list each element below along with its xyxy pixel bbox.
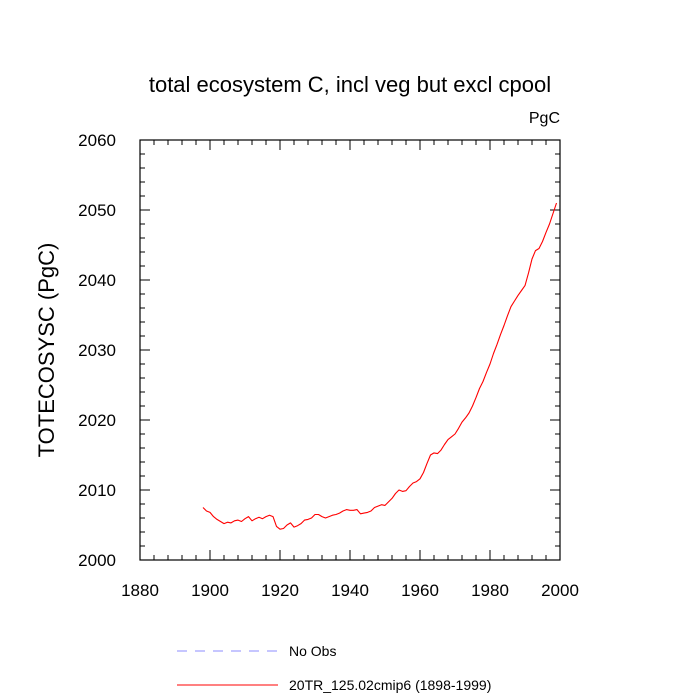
x-tick-label: 2000	[541, 581, 579, 600]
y-tick-label: 2030	[78, 341, 116, 360]
y-tick-label: 2060	[78, 131, 116, 150]
legend-label: 20TR_125.02cmip6 (1898-1999)	[289, 677, 491, 693]
series-layer	[202, 202, 558, 530]
axis-tick-labels: 1880 1900 1920 1940 1960 1980 2000 2000 2010 2020…	[78, 131, 579, 600]
axis-ticks	[139, 139, 561, 561]
y-axis-label: TOTECOSYSC (PgC)	[34, 243, 59, 458]
series-line	[202, 202, 558, 530]
y-tick-label: 2000	[78, 551, 116, 570]
x-tick-label: 1940	[331, 581, 369, 600]
legend: No Obs 20TR_125.02cmip6 (1898-1999)	[177, 643, 491, 693]
y-tick-label: 2010	[78, 481, 116, 500]
x-tick-label: 1980	[471, 581, 509, 600]
legend-label: No Obs	[289, 643, 336, 659]
x-tick-label: 1960	[401, 581, 439, 600]
x-tick-label: 1900	[191, 581, 229, 600]
y-tick-label: 2050	[78, 201, 116, 220]
y-tick-label: 2020	[78, 411, 116, 430]
x-tick-label: 1920	[261, 581, 299, 600]
chart-title: total ecosystem C, incl veg but excl cpo…	[149, 72, 551, 97]
units-label: PgC	[529, 110, 560, 127]
x-tick-label: 1880	[121, 581, 159, 600]
y-tick-label: 2040	[78, 271, 116, 290]
plot-frame	[139, 139, 561, 561]
